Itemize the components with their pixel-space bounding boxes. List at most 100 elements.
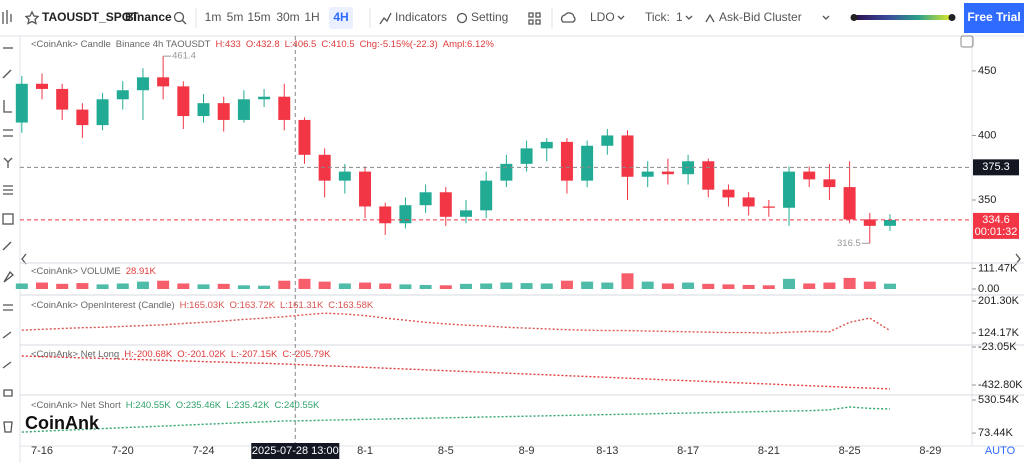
volume-bar <box>560 280 573 289</box>
tool-brush[interactable] <box>2 241 12 251</box>
tool-magnet[interactable] <box>2 361 12 369</box>
y-tick-label: 530.54K <box>978 394 1020 406</box>
volume-bar <box>359 282 372 289</box>
volume-bar <box>581 281 594 289</box>
interval-button[interactable]: 1H <box>304 10 319 24</box>
volume-bar <box>56 283 69 289</box>
collapse-left[interactable] <box>21 253 27 265</box>
y-tick-label: 400 <box>978 129 996 141</box>
tool-channel[interactable] <box>3 129 13 137</box>
auto-scale-button[interactable]: AUTO <box>985 445 1016 457</box>
interval-group: 1m 5m 15m 30m 1H 4H <box>205 7 353 29</box>
pane-header: <CoinAnk> Net Short H:240.55K O:235.46K L:2… <box>31 400 320 411</box>
screenshot-icon[interactable] <box>960 35 974 48</box>
volume-bar <box>258 285 271 289</box>
tick-label: Tick: <box>645 10 670 24</box>
indicators-button[interactable]: Indicators <box>395 10 447 24</box>
series-line <box>21 312 891 334</box>
volume-bar <box>399 284 412 289</box>
search-icon[interactable] <box>173 11 185 23</box>
tool-trash[interactable] <box>3 421 13 433</box>
candle-body <box>359 171 372 207</box>
tool-fib[interactable] <box>3 185 13 195</box>
heat-scale[interactable] <box>852 15 954 20</box>
cloud-icon[interactable] <box>560 12 576 23</box>
candle-body <box>177 86 190 117</box>
tool-ray[interactable] <box>3 100 12 113</box>
candle-body <box>581 145 594 181</box>
x-tick-label: 7-16 <box>31 445 53 457</box>
legend-value: C:-205.79K <box>282 349 331 360</box>
crosshair-price-tag <box>973 159 1019 176</box>
heat-handle[interactable] <box>850 14 858 21</box>
dropdown-icon <box>617 15 625 20</box>
y-tick-label: -432.80K <box>978 379 1023 391</box>
volume-bar <box>823 282 836 289</box>
interval-button[interactable]: 4H <box>333 10 348 24</box>
layout-icon[interactable] <box>528 12 541 25</box>
volume-bar <box>116 283 129 289</box>
exchange[interactable]: Binance <box>125 10 172 24</box>
tick-value[interactable]: 1 <box>676 10 683 24</box>
tool-rect[interactable] <box>2 213 14 225</box>
candle-body <box>702 161 715 190</box>
coin[interactable]: LDO <box>590 10 615 24</box>
candle-body <box>419 192 432 206</box>
tool-text[interactable] <box>3 270 14 283</box>
setting-button[interactable]: Setting <box>471 10 508 24</box>
symbol[interactable]: TAOUSDT_SPOT <box>42 10 139 24</box>
x-tick-label: 8-1 <box>357 445 373 457</box>
y-tick-label: 201.30K <box>978 295 1020 307</box>
candle-body <box>540 141 553 149</box>
candle-body <box>742 197 755 207</box>
setting-icon[interactable] <box>456 12 468 24</box>
volume-bar <box>843 277 856 289</box>
tool-line[interactable] <box>2 69 12 79</box>
candle-body <box>480 180 493 211</box>
candle-body <box>863 219 876 226</box>
candle-body <box>601 135 614 146</box>
series-line <box>21 406 891 433</box>
toolbar: TAOUSDT_SPOT Binance 1m 5m 15m 30m 1H 4H Indi… <box>0 3 1024 37</box>
free-trial-button[interactable] <box>964 3 1024 33</box>
pane-source: <CoinAnk> Candle <box>31 39 111 50</box>
cluster-button[interactable]: Ask-Bid Cluster <box>719 10 802 24</box>
market: Binance 4h TAOUSDT <box>116 39 211 50</box>
collapse-right[interactable] <box>1015 253 1021 265</box>
legend-value: O:-201.02K <box>177 349 226 360</box>
volume-bar <box>621 273 634 289</box>
cluster-icon[interactable] <box>705 13 715 23</box>
legend-value: L:406.5 <box>285 39 317 50</box>
star-icon[interactable] <box>24 10 40 25</box>
low-label: 316.5 <box>837 238 861 249</box>
candle-body <box>15 83 28 123</box>
pane-title: <CoinAnk> VOLUME <box>31 266 121 277</box>
free-trial-label[interactable]: Free Trial <box>967 10 1020 24</box>
legend-value: Chg:-5.15%(-22.3) <box>360 39 438 50</box>
volume-bar <box>863 281 876 289</box>
interval-button[interactable]: 30m <box>276 10 299 24</box>
volume-bar <box>278 280 291 289</box>
tool-zoom[interactable] <box>2 331 12 339</box>
y-tick-label: 350 <box>978 194 996 206</box>
candle-body <box>843 187 856 220</box>
volume-bar <box>722 284 735 289</box>
volume-bar <box>439 285 452 289</box>
interval-button[interactable]: 15m <box>247 10 270 24</box>
y-tick-label: -23.05K <box>978 341 1017 353</box>
interval-button[interactable]: 5m <box>227 10 244 24</box>
tool-lock[interactable] <box>3 389 13 397</box>
interval-button[interactable]: 1m <box>205 10 222 24</box>
heat-handle[interactable] <box>948 14 956 21</box>
tool-measure[interactable] <box>3 304 13 311</box>
indicators-icon[interactable] <box>379 12 392 25</box>
volume-bar <box>661 283 674 289</box>
volume-bar <box>237 285 250 289</box>
legend-value: H:240.55K <box>126 400 172 411</box>
legend-value: L:161.31K <box>280 300 324 311</box>
tool-pitchfork[interactable] <box>3 157 13 168</box>
y-tick-label: 124.17K <box>978 327 1020 339</box>
legend-value: C:410.5 <box>321 39 354 50</box>
chart-icon[interactable] <box>2 10 12 24</box>
